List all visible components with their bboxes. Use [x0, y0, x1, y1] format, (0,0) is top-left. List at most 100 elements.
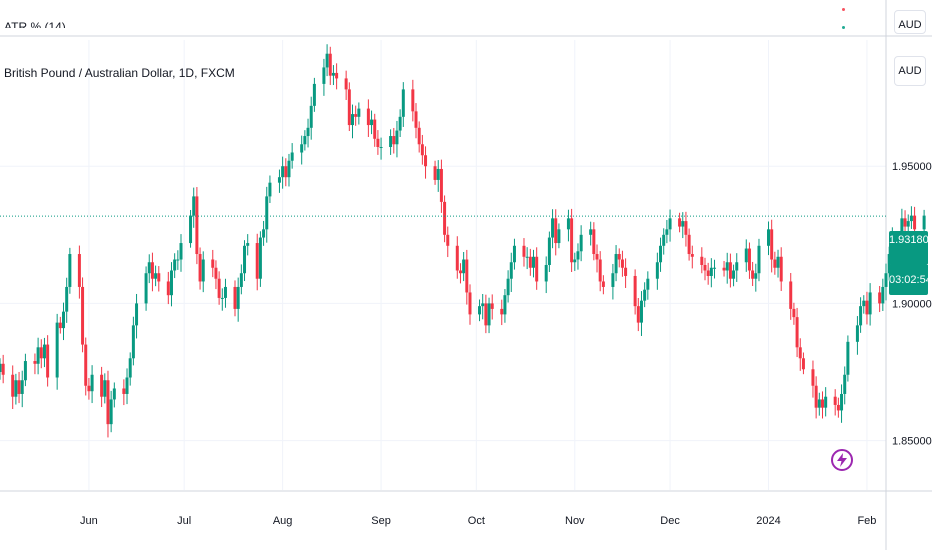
- candle-body: [446, 234, 450, 246]
- time-axis: Jun Jul Aug Sep Oct Nov Dec 2024 Feb: [80, 515, 876, 527]
- candle-body: [617, 254, 621, 260]
- x-tick-label: Oct: [468, 515, 485, 527]
- candle-body: [265, 196, 269, 230]
- candle-body: [589, 229, 593, 235]
- candle-body: [601, 281, 605, 287]
- candle-body: [706, 270, 710, 276]
- candle-body: [659, 245, 663, 263]
- candle-body: [366, 108, 370, 126]
- candle-body: [668, 218, 672, 230]
- candle-body: [328, 53, 332, 76]
- candle-body: [90, 374, 94, 392]
- candle-body: [303, 136, 307, 145]
- candle-body: [884, 273, 888, 287]
- candle-body: [795, 317, 799, 348]
- candle-body: [379, 147, 383, 149]
- candle-body: [506, 278, 510, 296]
- candle-body: [547, 237, 551, 265]
- last-price-label: 1.93180: [889, 231, 929, 265]
- y-tick-label: 1.95000: [892, 161, 932, 173]
- currency-button[interactable]: AUD: [894, 56, 926, 86]
- x-tick-label: Nov: [565, 515, 585, 527]
- candle-body: [157, 273, 161, 282]
- candle-body: [144, 273, 148, 304]
- lightning-bolt-icon[interactable]: [831, 449, 853, 471]
- candle-body: [239, 273, 243, 287]
- candle-body: [125, 377, 129, 394]
- candle-body: [36, 347, 40, 364]
- candle-body: [255, 243, 259, 279]
- candle-body: [192, 196, 196, 216]
- candle-body: [817, 399, 821, 408]
- candle-body: [846, 341, 850, 375]
- candle-body: [354, 114, 358, 117]
- candle-body: [62, 311, 66, 329]
- candle-body: [732, 270, 736, 279]
- candle-body: [576, 251, 580, 260]
- candle-body: [398, 116, 402, 131]
- candle-body: [246, 243, 250, 246]
- candle-body: [843, 374, 847, 394]
- candle-body: [633, 275, 637, 307]
- candle-body: [211, 259, 215, 268]
- candle-body: [535, 256, 539, 282]
- indicator-currency-button[interactable]: AUD: [894, 10, 926, 34]
- candle-body: [579, 234, 583, 252]
- symbol-legend[interactable]: British Pound / Australian Dollar, 1D, F…: [4, 66, 235, 80]
- x-tick-label: Jun: [80, 515, 98, 527]
- candle-body: [414, 111, 418, 128]
- candle-body: [220, 297, 224, 299]
- indicator-legend[interactable]: ATR % (14): [4, 20, 66, 28]
- candle-body: [487, 303, 491, 326]
- candle-body: [595, 254, 599, 260]
- candle-body: [411, 89, 415, 112]
- candle-body: [300, 144, 304, 153]
- candle-body: [11, 374, 15, 397]
- candle-body: [344, 78, 348, 90]
- candle-body: [709, 267, 713, 276]
- candle-body: [909, 215, 913, 222]
- candle-body: [131, 325, 135, 359]
- candle-body: [106, 380, 110, 425]
- candle-body: [147, 262, 151, 274]
- candle-body: [814, 385, 818, 408]
- candle-body: [77, 254, 81, 287]
- candle-body: [478, 306, 482, 315]
- candle-body: [836, 404, 840, 411]
- candle-body: [347, 89, 351, 126]
- candle-body: [484, 303, 488, 326]
- candle-body: [862, 300, 866, 307]
- candles-layer: [0, 44, 926, 438]
- candle-body: [281, 166, 285, 178]
- x-tick-label: Dec: [660, 515, 680, 527]
- candle-body: [0, 363, 2, 373]
- candle-body: [636, 306, 640, 323]
- candle-body: [922, 215, 926, 230]
- candle-body: [154, 273, 158, 279]
- candle-body: [878, 292, 882, 304]
- candle-body: [109, 399, 113, 425]
- candle-body: [481, 303, 485, 307]
- candle-body: [198, 254, 202, 282]
- candle-body: [690, 254, 694, 257]
- candle-body: [776, 256, 780, 268]
- candle-body: [859, 306, 863, 326]
- candle-body: [700, 256, 704, 265]
- candle-body: [592, 229, 596, 255]
- candle-body: [611, 273, 615, 287]
- candle-body: [243, 245, 247, 274]
- candle-body: [532, 256, 536, 268]
- candle-body: [236, 286, 240, 309]
- candle-body: [687, 234, 691, 255]
- candle-body: [678, 218, 682, 227]
- candle-body: [570, 218, 574, 263]
- candle-body: [573, 259, 577, 263]
- candle-body: [703, 265, 707, 271]
- candle-body: [757, 245, 761, 274]
- candle-body: [357, 108, 361, 117]
- candle-body: [512, 245, 516, 263]
- candle-body: [401, 89, 405, 117]
- candle-body: [779, 256, 783, 282]
- candle-body: [84, 344, 88, 386]
